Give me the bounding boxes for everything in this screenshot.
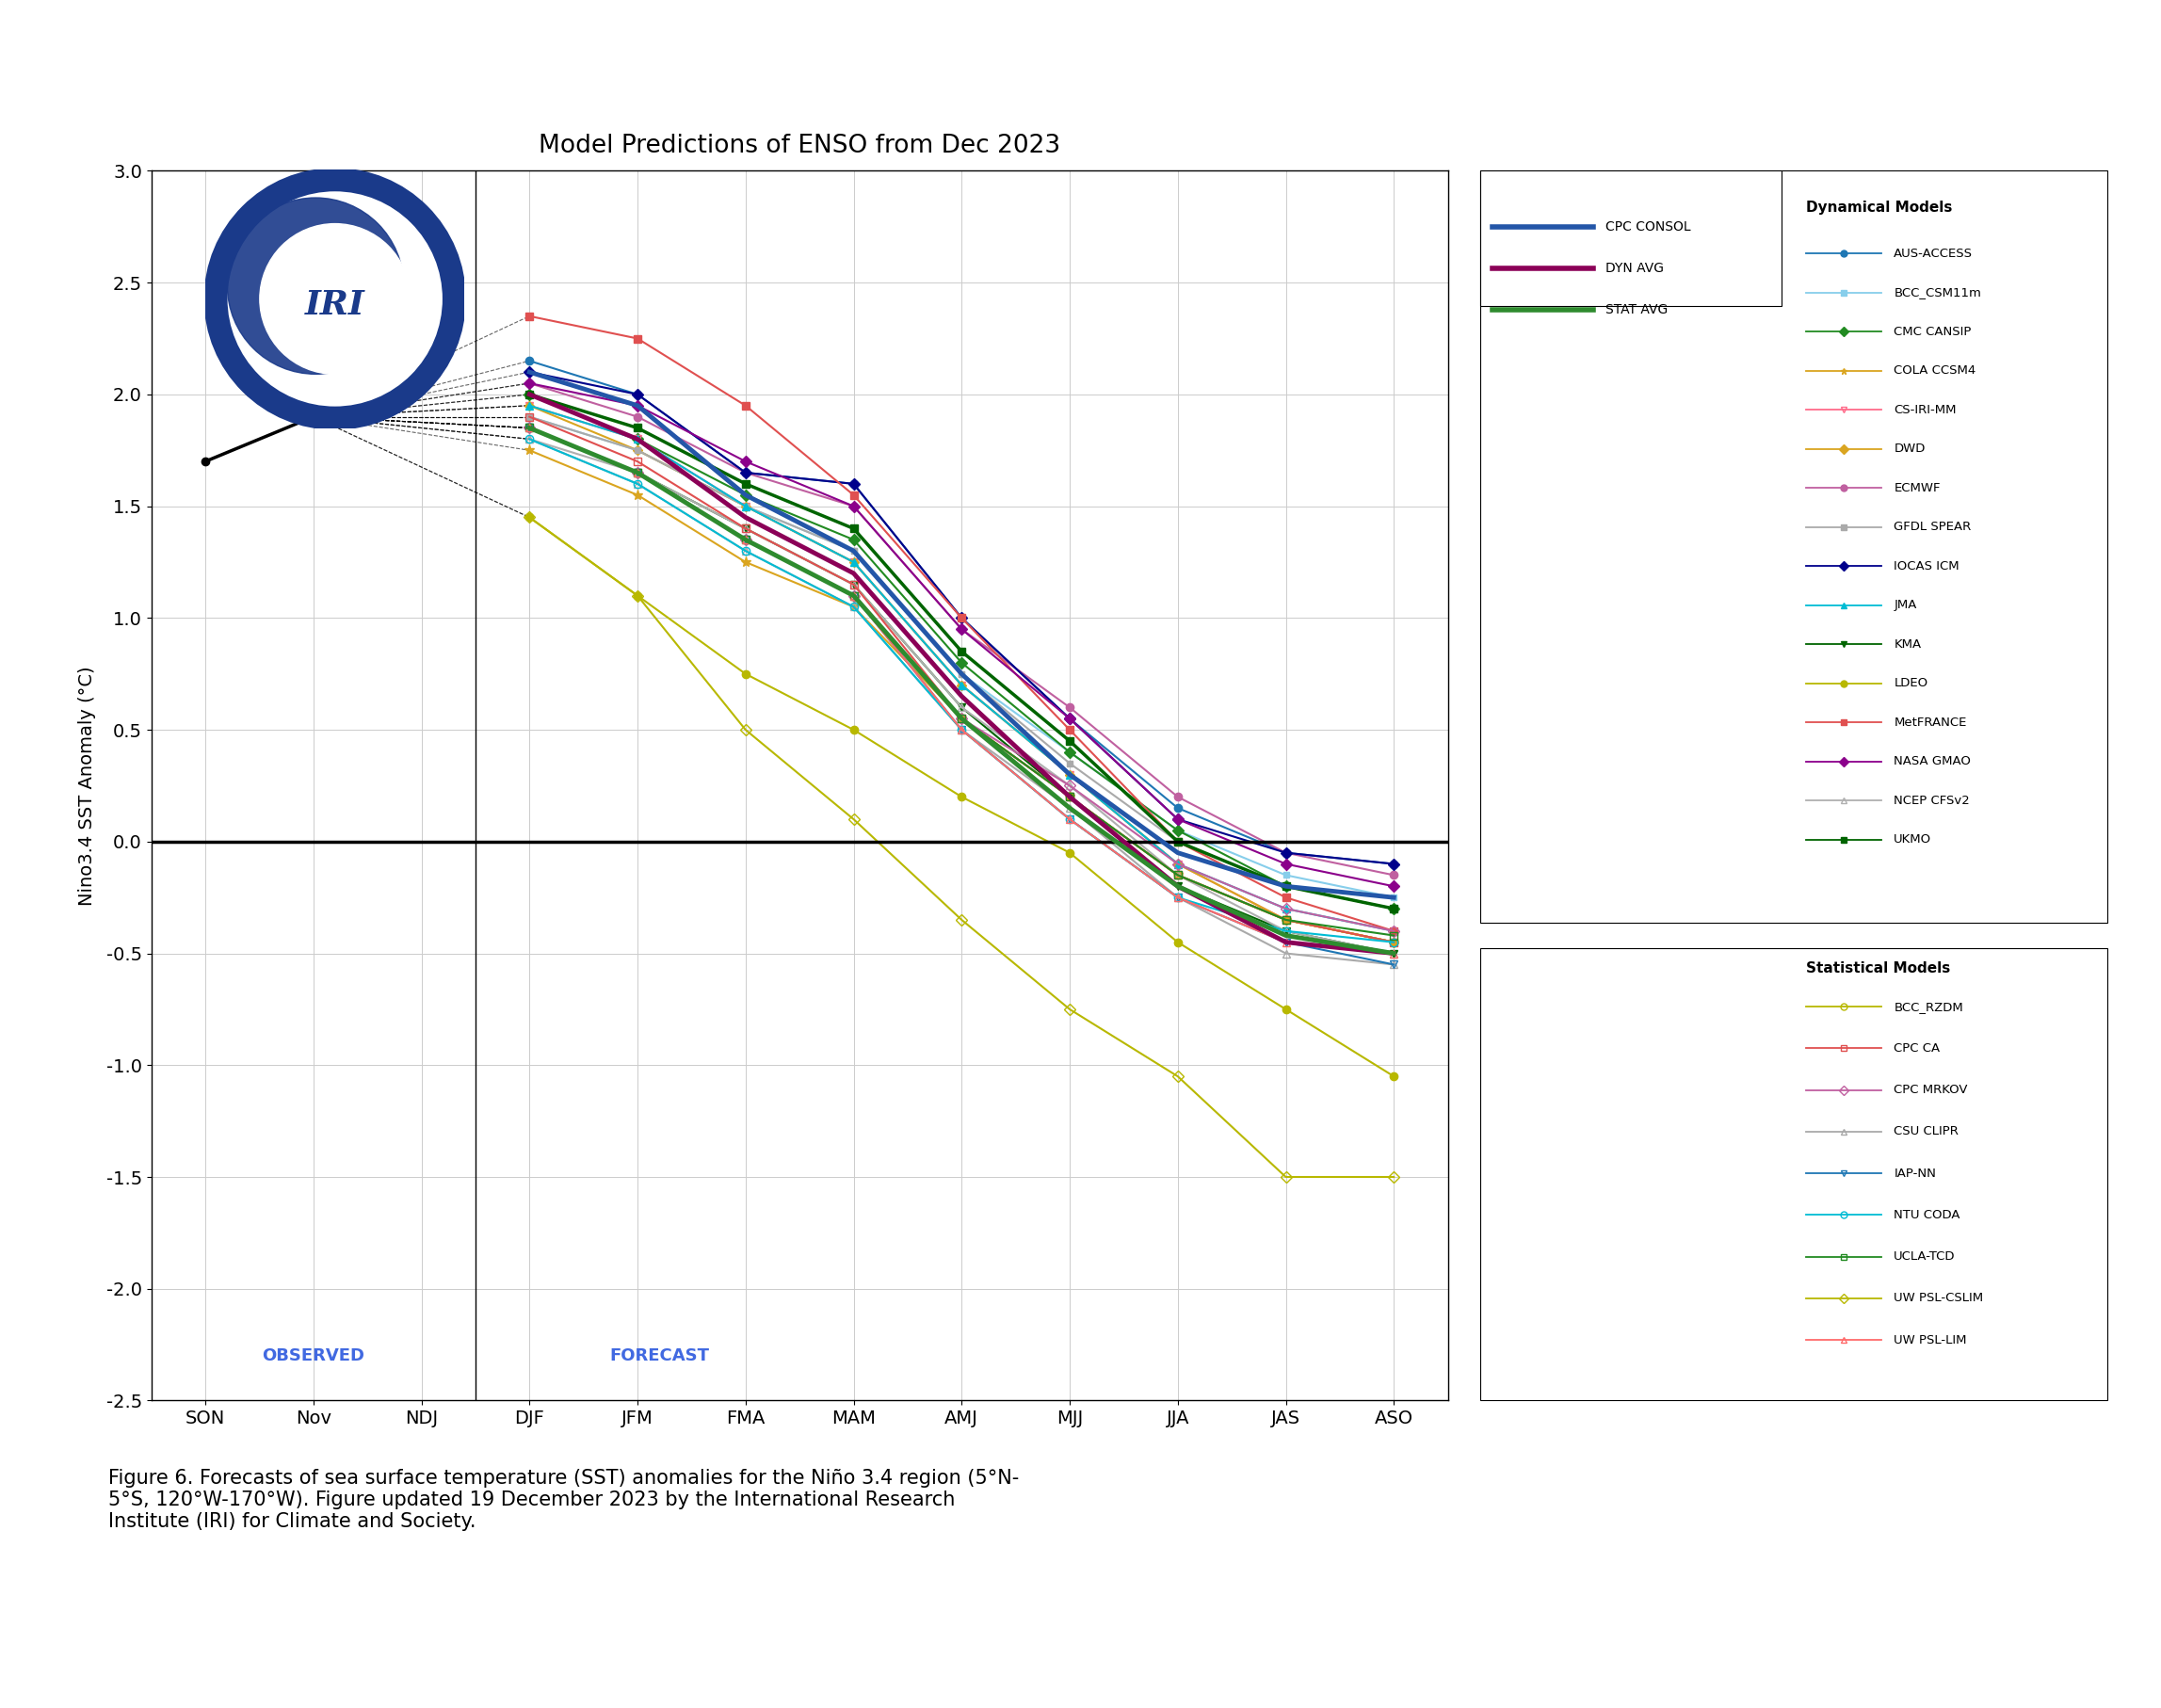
Text: DWD: DWD — [1893, 442, 1925, 454]
Text: BCC_RZDM: BCC_RZDM — [1893, 1001, 1964, 1013]
Text: CPC MRKOV: CPC MRKOV — [1893, 1085, 1969, 1097]
Text: CPC CA: CPC CA — [1893, 1042, 1941, 1054]
Text: FORECAST: FORECAST — [609, 1348, 709, 1365]
Text: MetFRANCE: MetFRANCE — [1893, 716, 1967, 729]
Circle shape — [212, 176, 458, 422]
Text: KMA: KMA — [1893, 639, 1921, 651]
Text: CS-IRI-MM: CS-IRI-MM — [1893, 403, 1956, 417]
Text: NASA GMAO: NASA GMAO — [1893, 755, 1971, 767]
Text: CPC CONSOL: CPC CONSOL — [1606, 220, 1690, 234]
Y-axis label: Nino3.4 SST Anomaly (°C): Nino3.4 SST Anomaly (°C) — [78, 666, 95, 905]
Circle shape — [259, 224, 411, 374]
Text: LDEO: LDEO — [1893, 676, 1928, 690]
Text: NTU CODA: NTU CODA — [1893, 1209, 1960, 1221]
Text: BCC_CSM11m: BCC_CSM11m — [1893, 287, 1982, 299]
Text: IRI: IRI — [305, 289, 365, 321]
Circle shape — [227, 198, 404, 374]
Text: CMC CANSIP: CMC CANSIP — [1893, 326, 1971, 338]
Text: Statistical Models: Statistical Models — [1807, 962, 1951, 975]
Text: OBSERVED: OBSERVED — [261, 1348, 365, 1365]
Text: ECMWF: ECMWF — [1893, 482, 1941, 494]
Text: AUS-ACCESS: AUS-ACCESS — [1893, 248, 1973, 260]
Text: UW PSL-CSLIM: UW PSL-CSLIM — [1893, 1293, 1984, 1305]
Text: UW PSL-LIM: UW PSL-LIM — [1893, 1334, 1967, 1346]
Text: IAP-NN: IAP-NN — [1893, 1167, 1936, 1180]
Bar — [1480, 171, 1781, 306]
Text: Dynamical Models: Dynamical Models — [1807, 202, 1954, 215]
Circle shape — [257, 220, 413, 377]
Text: STAT AVG: STAT AVG — [1606, 304, 1668, 316]
Text: UKMO: UKMO — [1893, 834, 1932, 845]
Text: NCEP CFSv2: NCEP CFSv2 — [1893, 794, 1971, 806]
Text: JMA: JMA — [1893, 600, 1917, 611]
Text: GFDL SPEAR: GFDL SPEAR — [1893, 521, 1971, 533]
Text: DYN AVG: DYN AVG — [1606, 261, 1664, 275]
Text: IOCAS ICM: IOCAS ICM — [1893, 560, 1960, 572]
Text: UCLA-TCD: UCLA-TCD — [1893, 1250, 1956, 1262]
Text: COLA CCSM4: COLA CCSM4 — [1893, 364, 1975, 377]
Text: CSU CLIPR: CSU CLIPR — [1893, 1126, 1958, 1138]
Title: Model Predictions of ENSO from Dec 2023: Model Predictions of ENSO from Dec 2023 — [538, 133, 1061, 159]
Text: Figure 6. Forecasts of sea surface temperature (SST) anomalies for the Niño 3.4 : Figure 6. Forecasts of sea surface tempe… — [108, 1469, 1018, 1532]
